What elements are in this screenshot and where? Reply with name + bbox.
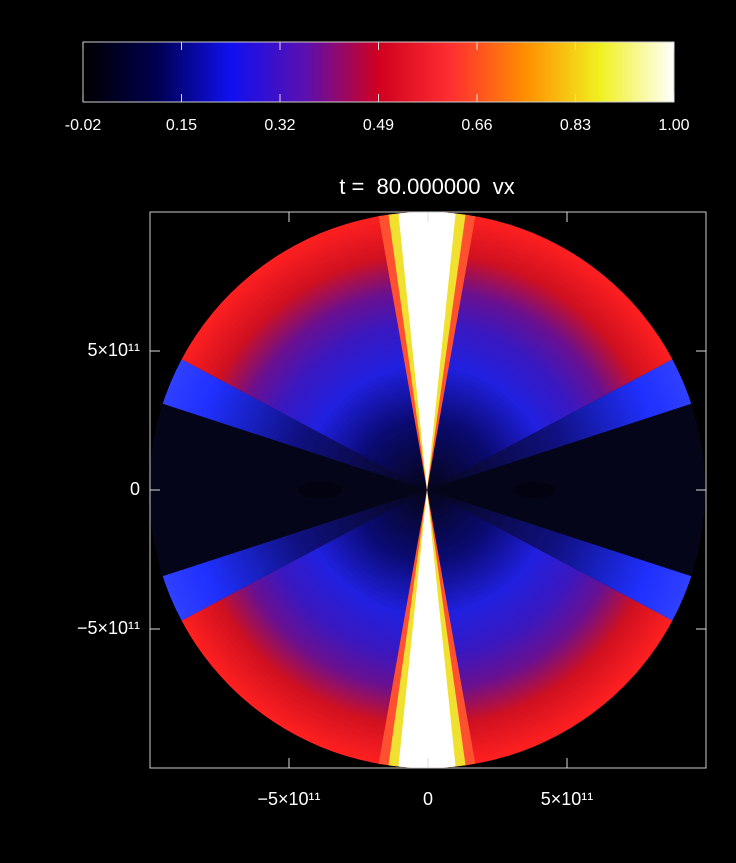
y-tick-label: −5×10¹¹ bbox=[77, 618, 140, 638]
y-tick-label: 0 bbox=[130, 479, 140, 499]
colorbar-tick-label: 1.00 bbox=[658, 117, 689, 134]
x-tick-label: −5×10¹¹ bbox=[257, 789, 320, 809]
colorbar-tick-label: 0.83 bbox=[560, 117, 591, 134]
chart-title: t = 80.000000 vx bbox=[339, 174, 515, 199]
field-image bbox=[149, 212, 705, 768]
colorbar-tick-label: 0.49 bbox=[363, 117, 394, 134]
colorbar-tick-label: 0.32 bbox=[264, 117, 295, 134]
colorbar-tick-label: 0.66 bbox=[461, 117, 492, 134]
x-tick-label: 0 bbox=[423, 789, 433, 809]
colorbar-tick-label: 0.15 bbox=[166, 117, 197, 134]
x-tick-label: 5×10¹¹ bbox=[541, 789, 594, 809]
colorbar-tick-label: -0.02 bbox=[65, 117, 102, 134]
y-tick-label: 5×10¹¹ bbox=[87, 340, 140, 360]
colorbar bbox=[82, 41, 675, 103]
